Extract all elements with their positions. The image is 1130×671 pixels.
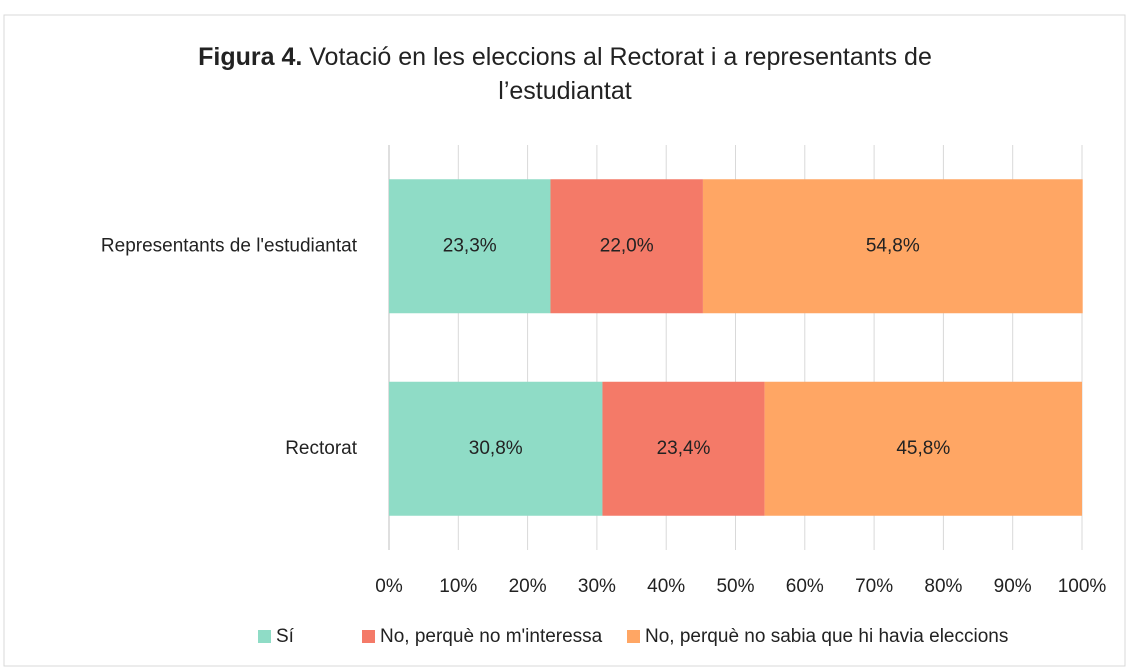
x-tick-label: 50% <box>716 576 754 597</box>
legend-label: No, perquè no sabia que hi havia eleccio… <box>645 626 1008 647</box>
legend-label: No, perquè no m'interessa <box>380 626 603 647</box>
x-tick-label: 20% <box>509 576 547 597</box>
legend-swatch <box>627 630 640 643</box>
bar-segment <box>602 381 765 516</box>
legend-swatch <box>258 630 271 643</box>
x-tick-label: 30% <box>578 576 616 597</box>
bar-segment <box>550 179 703 314</box>
bar-segment <box>764 381 1082 516</box>
legend-swatch <box>362 630 375 643</box>
x-tick-label: 0% <box>375 576 403 597</box>
bar-segment <box>702 179 1083 314</box>
figure-label: Figura 4. <box>198 43 303 71</box>
data-label: 30,8% <box>469 438 523 459</box>
x-tick-label: 100% <box>1058 576 1107 597</box>
data-label: 45,8% <box>896 438 950 459</box>
y-tick-label: Rectorat <box>285 438 358 459</box>
y-tick-label: Representants de l'estudiantat <box>101 235 358 256</box>
x-tick-label: 90% <box>994 576 1032 597</box>
data-label: 22,0% <box>600 235 654 256</box>
bar-segment <box>389 381 603 516</box>
x-tick-label: 80% <box>924 576 962 597</box>
x-tick-label: 10% <box>439 576 477 597</box>
title-text: Votació en les eleccions al Rectorat i a… <box>309 43 932 105</box>
x-tick-label: 70% <box>855 576 893 597</box>
data-label: 23,3% <box>443 235 497 256</box>
data-label: 54,8% <box>866 235 920 256</box>
bar-segment <box>389 179 551 314</box>
x-tick-label: 60% <box>786 576 824 597</box>
data-label: 23,4% <box>657 438 711 459</box>
x-tick-label: 40% <box>647 576 685 597</box>
chart-frame <box>3 14 1126 667</box>
legend-label: Sí <box>276 626 295 647</box>
chart-title: Figura 4. Votació en les eleccions al Re… <box>185 40 945 108</box>
